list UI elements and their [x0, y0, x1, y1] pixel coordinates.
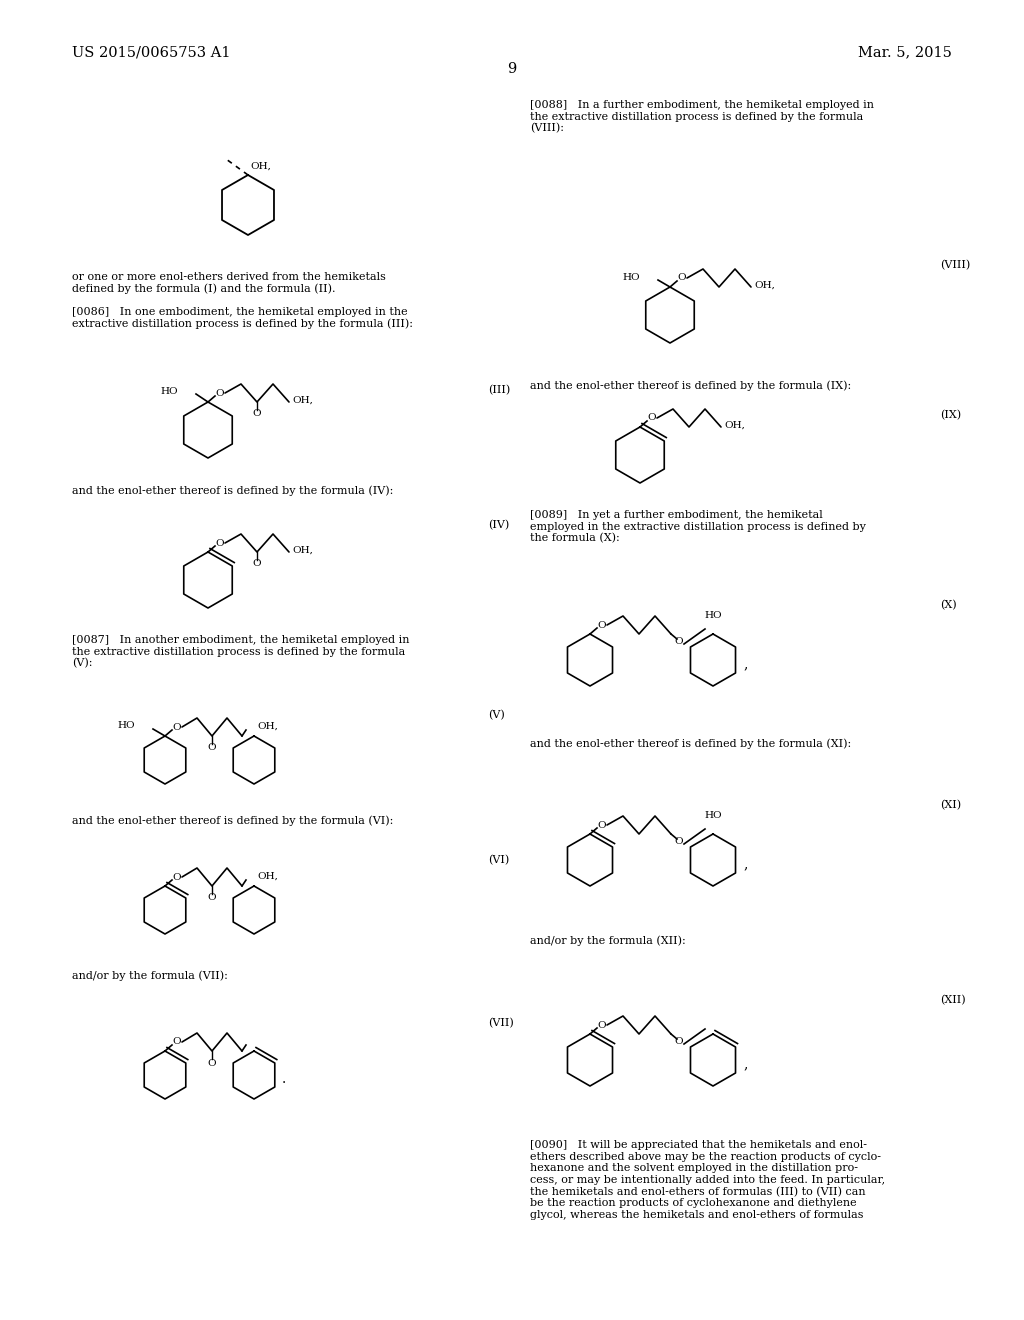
Text: OH,: OH, [724, 421, 744, 429]
Text: O: O [216, 388, 224, 397]
Text: and/or by the formula (XII):: and/or by the formula (XII): [530, 935, 686, 945]
Text: O: O [253, 409, 261, 418]
Text: and the enol-ether thereof is defined by the formula (VI):: and the enol-ether thereof is defined by… [72, 814, 393, 825]
Text: O: O [678, 273, 686, 282]
Text: (X): (X) [940, 601, 956, 610]
Text: OH,: OH, [292, 545, 313, 554]
Text: O: O [173, 722, 181, 731]
Text: (VIII): (VIII) [940, 260, 971, 271]
Text: and the enol-ether thereof is defined by the formula (IX):: and the enol-ether thereof is defined by… [530, 380, 851, 391]
Text: and the enol-ether thereof is defined by the formula (XI):: and the enol-ether thereof is defined by… [530, 738, 851, 748]
Text: O: O [173, 1038, 181, 1047]
Text: [0089]   In yet a further embodiment, the hemiketal
employed in the extractive d: [0089] In yet a further embodiment, the … [530, 510, 866, 544]
Text: HO: HO [161, 388, 178, 396]
Text: (IV): (IV) [488, 520, 509, 531]
Text: .: . [282, 1072, 287, 1086]
Text: (IX): (IX) [940, 411, 962, 420]
Text: O: O [173, 873, 181, 882]
Text: HO: HO [705, 611, 722, 620]
Text: [0090]   It will be appreciated that the hemiketals and enol-
ethers described a: [0090] It will be appreciated that the h… [530, 1140, 885, 1220]
Text: (VI): (VI) [488, 855, 509, 866]
Text: US 2015/0065753 A1: US 2015/0065753 A1 [72, 45, 230, 59]
Text: O: O [208, 894, 216, 903]
Text: (V): (V) [488, 710, 505, 721]
Text: O: O [208, 1059, 216, 1068]
Text: O: O [208, 743, 216, 752]
Text: O: O [598, 620, 606, 630]
Text: OH,: OH, [250, 162, 271, 172]
Text: O: O [253, 560, 261, 569]
Text: O: O [675, 837, 683, 846]
Text: O: O [675, 1038, 683, 1047]
Text: (VII): (VII) [488, 1018, 514, 1028]
Text: or one or more enol-ethers derived from the hemiketals
defined by the formula (I: or one or more enol-ethers derived from … [72, 272, 386, 294]
Text: OH,: OH, [292, 396, 313, 404]
Text: OH,: OH, [257, 871, 278, 880]
Text: OH,: OH, [754, 281, 775, 289]
Text: [0088]   In a further embodiment, the hemiketal employed in
the extractive disti: [0088] In a further embodiment, the hemi… [530, 100, 874, 133]
Text: ,: , [743, 1057, 748, 1071]
Text: O: O [675, 638, 683, 647]
Text: HO: HO [623, 272, 640, 281]
Text: HO: HO [705, 810, 722, 820]
Text: O: O [216, 539, 224, 548]
Text: and the enol-ether thereof is defined by the formula (IV):: and the enol-ether thereof is defined by… [72, 484, 393, 495]
Text: O: O [598, 821, 606, 829]
Text: Mar. 5, 2015: Mar. 5, 2015 [858, 45, 952, 59]
Text: ,: , [743, 657, 748, 671]
Text: O: O [598, 1020, 606, 1030]
Text: (XII): (XII) [940, 995, 966, 1006]
Text: HO: HO [118, 722, 135, 730]
Text: and/or by the formula (VII):: and/or by the formula (VII): [72, 970, 228, 981]
Text: ,: , [743, 857, 748, 871]
Text: [0086]   In one embodiment, the hemiketal employed in the
extractive distillatio: [0086] In one embodiment, the hemiketal … [72, 308, 413, 329]
Text: O: O [648, 413, 656, 422]
Text: (XI): (XI) [940, 800, 962, 810]
Text: [0087]   In another embodiment, the hemiketal employed in
the extractive distill: [0087] In another embodiment, the hemike… [72, 635, 410, 668]
Text: 9: 9 [507, 62, 517, 77]
Text: (III): (III) [488, 385, 510, 395]
Text: OH,: OH, [257, 722, 278, 730]
